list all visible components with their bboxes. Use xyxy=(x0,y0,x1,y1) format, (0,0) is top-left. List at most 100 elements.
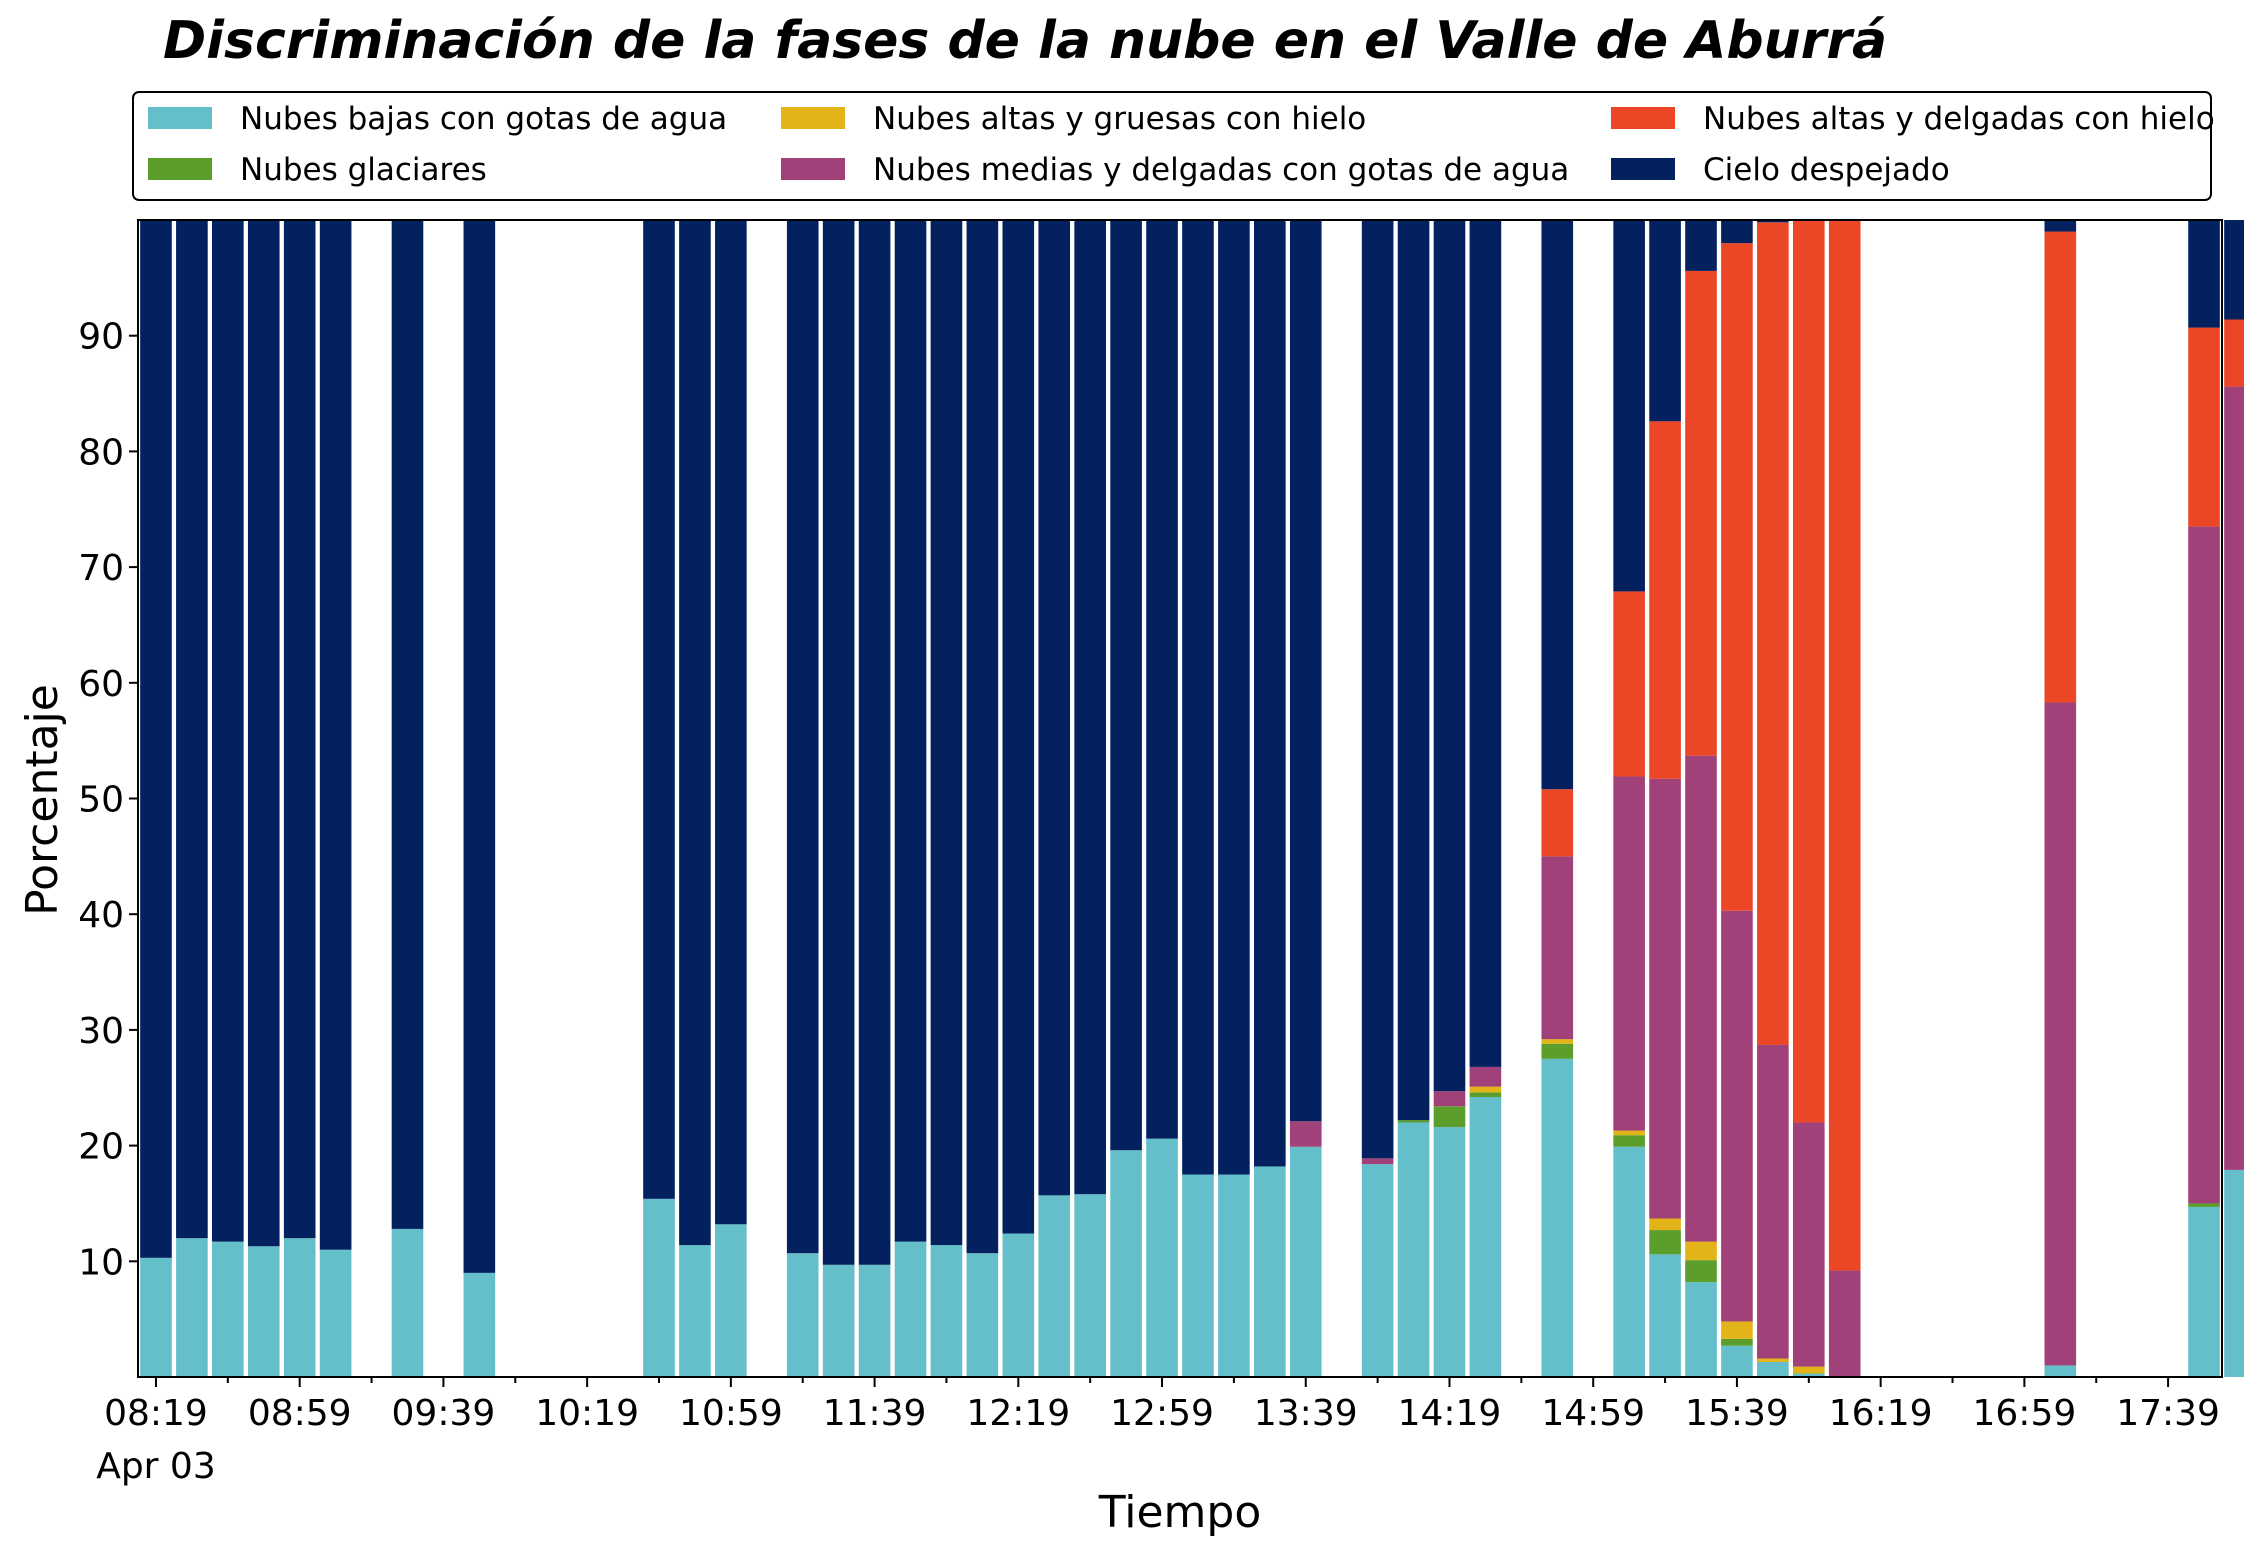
bar-segment xyxy=(1469,1086,1502,1093)
bar-segment xyxy=(894,220,927,1242)
bar-segment xyxy=(1433,1127,1466,1377)
bar-segment xyxy=(858,220,891,1265)
x-tick-label: 16:59 xyxy=(1973,1393,2077,1434)
bar-segment xyxy=(715,1224,747,1377)
bar-segment xyxy=(1469,1066,1502,1087)
x-tick-label: 12:19 xyxy=(966,1393,1070,1434)
bar-segment xyxy=(715,220,747,1225)
bar-segment xyxy=(1397,1120,1430,1123)
bar-segment xyxy=(822,220,855,1265)
bar-segment xyxy=(643,220,675,1199)
bar-segment xyxy=(1721,1345,1753,1377)
bar-segment xyxy=(1541,789,1574,857)
bar-segment xyxy=(1541,1039,1574,1044)
bar-segment xyxy=(1182,1174,1214,1377)
y-tick-label: 10 xyxy=(78,1242,124,1283)
bar-segment xyxy=(1685,1282,1717,1377)
bar-segment xyxy=(1685,1241,1717,1261)
legend-label: Cielo despejado xyxy=(1703,152,1950,188)
bar-segment xyxy=(1721,1338,1753,1346)
bar-segment xyxy=(1828,220,1861,1271)
bar-segment xyxy=(1038,1195,1071,1377)
bar-segment xyxy=(1649,421,1681,779)
bar-segment xyxy=(2224,319,2244,387)
bar-segment xyxy=(2224,220,2244,320)
legend-swatch xyxy=(148,107,212,129)
bar-segment xyxy=(1685,270,1717,756)
bar-segment xyxy=(930,1245,963,1377)
bar-segment xyxy=(463,220,496,1273)
bar-segment xyxy=(2188,1206,2220,1377)
legend-swatch xyxy=(1611,107,1675,129)
bar-segment xyxy=(1289,220,1322,1122)
bar-segment xyxy=(1685,755,1717,1242)
bar-segment xyxy=(930,220,963,1246)
bar-segment xyxy=(1002,220,1035,1234)
bar-segment xyxy=(1541,1043,1574,1059)
bar-segment xyxy=(247,1246,280,1377)
bar-segment xyxy=(2188,526,2220,1204)
plot-frame xyxy=(137,219,2223,1378)
bar-segment xyxy=(1254,1166,1286,1377)
bar-segment xyxy=(1649,778,1681,1219)
bar-segment xyxy=(1074,220,1106,1195)
bar-segment xyxy=(1038,220,1071,1196)
bar-segment xyxy=(1289,1121,1322,1147)
bar-segment xyxy=(786,220,819,1254)
bar-segment xyxy=(2044,220,2077,232)
bar-segment xyxy=(212,220,244,1242)
y-axis-label: Porcentaje xyxy=(17,684,68,916)
x-axis: 08:19 08:59 09:39 10:19 10:59 11:39 12:19 12:59… xyxy=(96,1377,2220,1487)
x-date-label: Apr 03 xyxy=(96,1446,216,1487)
bars xyxy=(140,220,2244,1377)
bar-segment xyxy=(1397,220,1430,1121)
bar-segment xyxy=(679,1245,711,1377)
bar-segment xyxy=(463,1272,496,1377)
bar-segment xyxy=(2044,1365,2077,1377)
bar-segment xyxy=(140,220,172,1258)
bar-segment xyxy=(391,220,424,1229)
bar-segment xyxy=(1218,1174,1250,1377)
bar-segment xyxy=(858,1264,891,1377)
bar-segment xyxy=(1146,220,1178,1139)
bar-segment xyxy=(1397,1122,1430,1377)
bar-segment xyxy=(2224,386,2244,1170)
bar-segment xyxy=(786,1253,819,1377)
bar-segment xyxy=(1110,1150,1142,1377)
bar-segment xyxy=(1146,1138,1178,1377)
bar-segment xyxy=(1613,776,1645,1131)
x-tick-label: 08:59 xyxy=(248,1393,352,1434)
y-tick-label: 60 xyxy=(78,664,124,705)
bar-segment xyxy=(1361,1164,1394,1377)
bar-segment xyxy=(1254,220,1286,1167)
bar-segment xyxy=(319,220,352,1250)
bar-segment xyxy=(247,220,280,1247)
x-axis-label: Tiempo xyxy=(1098,1487,1262,1538)
bar-segment xyxy=(2224,1169,2244,1377)
bar-segment xyxy=(1685,220,1717,271)
bar-segment xyxy=(1361,220,1394,1159)
bar-segment xyxy=(212,1241,244,1377)
legend-swatch xyxy=(781,107,845,129)
bar-segment xyxy=(1649,1254,1681,1377)
legend-label: Nubes bajas con gotas de agua xyxy=(240,101,727,137)
bar-segment xyxy=(1433,1091,1466,1107)
bar-segment xyxy=(1469,220,1502,1067)
y-axis: 10 20 30 40 50 60 70 80 90 xyxy=(78,317,138,1283)
bar-segment xyxy=(1792,1366,1825,1374)
bar-segment xyxy=(1721,220,1753,244)
bar-segment xyxy=(1757,1044,1789,1359)
bar-segment xyxy=(2188,220,2220,328)
bar-segment xyxy=(679,220,711,1246)
bar-segment xyxy=(1469,1097,1502,1377)
bar-segment xyxy=(1721,243,1753,911)
x-tick-label: 12:59 xyxy=(1110,1393,1214,1434)
bar-segment xyxy=(1613,1130,1645,1136)
bar-segment xyxy=(1218,220,1250,1175)
bar-segment xyxy=(966,1253,999,1377)
legend-swatch xyxy=(781,158,845,180)
bar-segment xyxy=(1002,1233,1035,1377)
bar-segment xyxy=(1757,222,1789,1045)
bar-segment xyxy=(1613,1146,1645,1377)
y-tick-label: 80 xyxy=(78,432,124,473)
